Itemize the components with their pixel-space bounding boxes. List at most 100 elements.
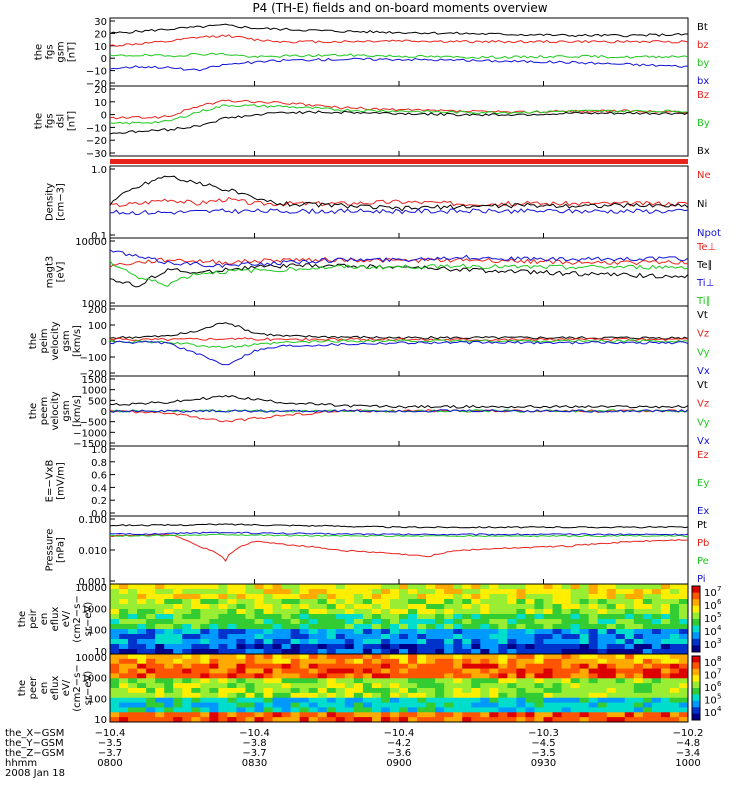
- spectrogram-cell: [362, 707, 373, 713]
- spectrogram-cell: [525, 624, 535, 630]
- spectrogram-cell: [660, 649, 671, 655]
- spectrogram-cell: [462, 692, 472, 699]
- spectrogram-cell: [597, 629, 608, 635]
- spectrogram-cell: [146, 658, 156, 665]
- spectrogram-cell: [281, 683, 292, 689]
- spectrogram-cell: [399, 688, 409, 694]
- spectrogram-cell: [453, 599, 463, 605]
- spectrogram-cell: [110, 668, 120, 674]
- spectrogram-cell: [579, 658, 590, 665]
- colorbar-swatch: [692, 599, 700, 607]
- legend-bz: bz: [697, 40, 709, 51]
- spectrogram-cell: [137, 624, 147, 630]
- spectrogram-cell: [597, 712, 608, 718]
- spectrogram-cell: [137, 683, 147, 689]
- spectrogram-cell: [254, 668, 265, 674]
- spectrogram-cell: [651, 639, 662, 645]
- spectrogram-cell: [561, 584, 572, 590]
- spectrogram-cell: [245, 619, 255, 625]
- spectrogram-cell: [417, 594, 427, 600]
- spectrogram-cell: [128, 697, 138, 704]
- spectrogram-cell: [615, 629, 626, 635]
- spectrogram-cell: [669, 697, 680, 704]
- spectrogram-cell: [588, 594, 599, 600]
- spectrogram-cell: [534, 673, 544, 679]
- spectrogram-cell: [281, 644, 292, 650]
- spectrogram-cell: [344, 629, 355, 635]
- spectrogram-cell: [543, 584, 554, 590]
- spectrogram-cell: [579, 599, 590, 605]
- colorbar-swatch: [692, 662, 700, 670]
- spectrogram-cell: [299, 673, 310, 679]
- spectrogram-cell: [335, 619, 346, 625]
- spectrogram-cell: [380, 634, 391, 640]
- spectrogram-cell: [417, 624, 427, 630]
- spectrogram-cell: [408, 673, 418, 679]
- spectrogram-cell: [164, 594, 174, 600]
- spectrogram-cell: [191, 678, 201, 684]
- spectrogram-cell: [272, 654, 283, 660]
- legend-Vy: Vy: [697, 347, 710, 358]
- spectrogram-cell: [389, 604, 400, 610]
- spectrogram-cell: [218, 712, 228, 718]
- spectrogram-cell: [471, 634, 481, 640]
- spectrogram-cell: [110, 712, 120, 718]
- spectrogram-cell: [272, 639, 283, 645]
- spectrogram-cell: [444, 634, 454, 640]
- spectrogram-cell: [119, 604, 129, 610]
- y-tick-label: −30: [86, 149, 107, 160]
- spectrogram-cell: [272, 673, 283, 679]
- spectrogram-cell: [606, 683, 617, 689]
- spectrogram-cell: [507, 712, 517, 718]
- spectrogram-cell: [236, 644, 246, 650]
- spectrogram-cell: [552, 654, 563, 660]
- spectrogram-cell: [146, 604, 156, 610]
- spectrogram-cell: [128, 658, 138, 665]
- spectrogram-cell: [435, 668, 445, 674]
- y-tick-label: 20: [94, 29, 107, 40]
- spectrogram-cell: [146, 609, 156, 615]
- spectrogram-cell: [254, 697, 265, 704]
- spectrogram-cell: [272, 697, 283, 704]
- spectrogram-cell: [597, 634, 608, 640]
- spectrogram-cell: [678, 619, 689, 625]
- spectrogram-cell: [624, 717, 635, 723]
- spectrogram-cell: [606, 717, 617, 723]
- y-axis-label: peir: [28, 608, 39, 628]
- spectrogram-cell: [209, 707, 219, 713]
- spectrogram-cell: [164, 584, 174, 590]
- spectrogram-cell: [128, 702, 138, 708]
- spectrogram-cell: [326, 629, 337, 635]
- spectrogram-cell: [110, 683, 120, 689]
- spectrogram-cell: [462, 707, 472, 713]
- spectrogram-cell: [525, 668, 535, 674]
- colorbar-exponent: 5: [717, 611, 721, 619]
- spectrogram-cell: [471, 717, 481, 723]
- spectrogram-cell: [209, 619, 219, 625]
- spectrogram-cell: [263, 609, 274, 615]
- spectrogram-cell: [164, 697, 174, 704]
- spectrogram-cell: [299, 604, 310, 610]
- spectrogram-cell: [435, 609, 445, 615]
- spectrogram-cell: [678, 707, 689, 713]
- spectrogram-cell: [128, 707, 138, 713]
- spectrogram-cell: [173, 658, 183, 665]
- footer-value: −10.4: [384, 728, 415, 739]
- spectrogram-cell: [399, 629, 409, 635]
- spectrogram-cell: [453, 668, 463, 674]
- spectrogram-cell: [119, 712, 129, 718]
- spectrogram-cell: [489, 697, 499, 704]
- spectrogram-cell: [218, 599, 228, 605]
- spectrogram-cell: [299, 614, 310, 620]
- spectrogram-cell: [191, 697, 201, 704]
- spectrogram-cell: [209, 629, 219, 635]
- spectrogram-cell: [281, 688, 292, 694]
- spectrogram-cell: [200, 663, 210, 670]
- spectrogram-cell: [615, 707, 626, 713]
- spectrogram-cell: [633, 668, 644, 674]
- spectrogram-cell: [173, 589, 183, 595]
- spectrogram-cell: [155, 589, 165, 595]
- legend-Ti⊥: Ti⊥: [696, 278, 714, 289]
- y-axis-label: [nPa]: [56, 537, 67, 563]
- spectrogram-cell: [236, 678, 246, 684]
